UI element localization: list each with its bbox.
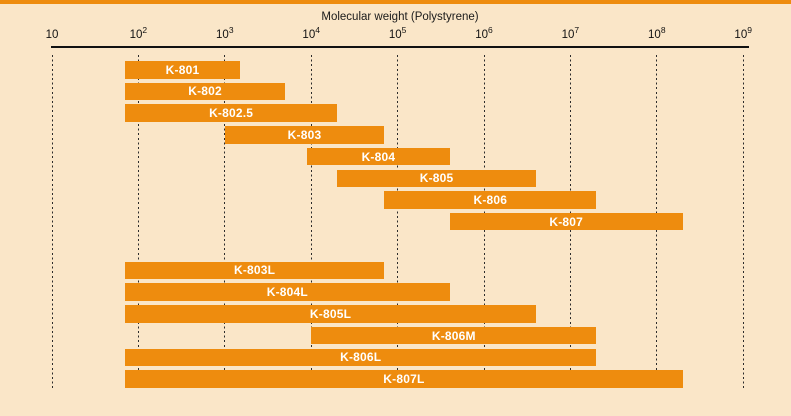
bar-label: K-802 xyxy=(188,84,222,99)
gridline-10e4 xyxy=(310,55,312,391)
range-bar-k-805: K-805 xyxy=(337,169,536,187)
tick-label-10e7: 107 xyxy=(561,25,580,41)
tick-label-10e1: 10 xyxy=(45,29,59,41)
tick-label-10e9: 109 xyxy=(734,25,752,41)
tick-label-10e5: 105 xyxy=(388,25,407,41)
bar-label: K-807L xyxy=(383,371,425,386)
gridline-10e1 xyxy=(51,55,53,391)
bar-label: K-805 xyxy=(419,171,454,186)
gridline-10e5 xyxy=(397,55,399,391)
tick-label-10e3: 103 xyxy=(216,25,234,41)
bar-label: K-803 xyxy=(287,127,322,142)
x-axis-line xyxy=(51,46,749,48)
range-bar-k-802: K-802 xyxy=(125,82,286,101)
range-bar-k-807: K-807 xyxy=(449,212,683,231)
range-bar-k-804l: K-804L xyxy=(125,283,450,301)
top-accent-bar xyxy=(0,0,791,4)
range-bar-k-803: K-803 xyxy=(224,126,385,144)
bar-label: K-806M xyxy=(431,328,476,343)
range-bar-k-806m: K-806M xyxy=(311,326,597,345)
range-bar-k-801: K-801 xyxy=(125,61,240,79)
gridline-10e2 xyxy=(137,55,139,391)
bar-label: K-805L xyxy=(309,306,352,321)
range-bar-k-802.5: K-802.5 xyxy=(125,104,338,122)
bar-label: K-806L xyxy=(340,350,382,365)
bar-label: K-804L xyxy=(266,285,308,300)
gridline-10e9 xyxy=(742,55,744,391)
range-bar-k-804: K-804 xyxy=(307,147,450,166)
tick-label-10e2: 102 xyxy=(129,25,148,41)
tick-label-10e6: 106 xyxy=(475,25,493,41)
gridline-10e3 xyxy=(224,55,226,391)
range-bar-k-807l: K-807L xyxy=(125,370,683,388)
bar-label: K-802.5 xyxy=(209,106,254,121)
bar-label: K-807 xyxy=(549,214,584,229)
bar-label: K-801 xyxy=(165,62,200,77)
tick-label-10e8: 108 xyxy=(648,25,666,41)
bar-label: K-804 xyxy=(361,149,396,164)
range-bar-k-806l: K-806L xyxy=(125,348,597,366)
bar-label: K-803L xyxy=(234,263,276,278)
range-bar-k-803l: K-803L xyxy=(125,261,385,280)
chart-title: Molecular weight (Polystyrene) xyxy=(321,11,479,23)
range-bar-k-806: K-806 xyxy=(384,191,597,209)
tick-label-10e4: 104 xyxy=(302,25,320,41)
range-bar-k-805l: K-805L xyxy=(125,305,537,323)
bar-label: K-806 xyxy=(473,192,508,207)
